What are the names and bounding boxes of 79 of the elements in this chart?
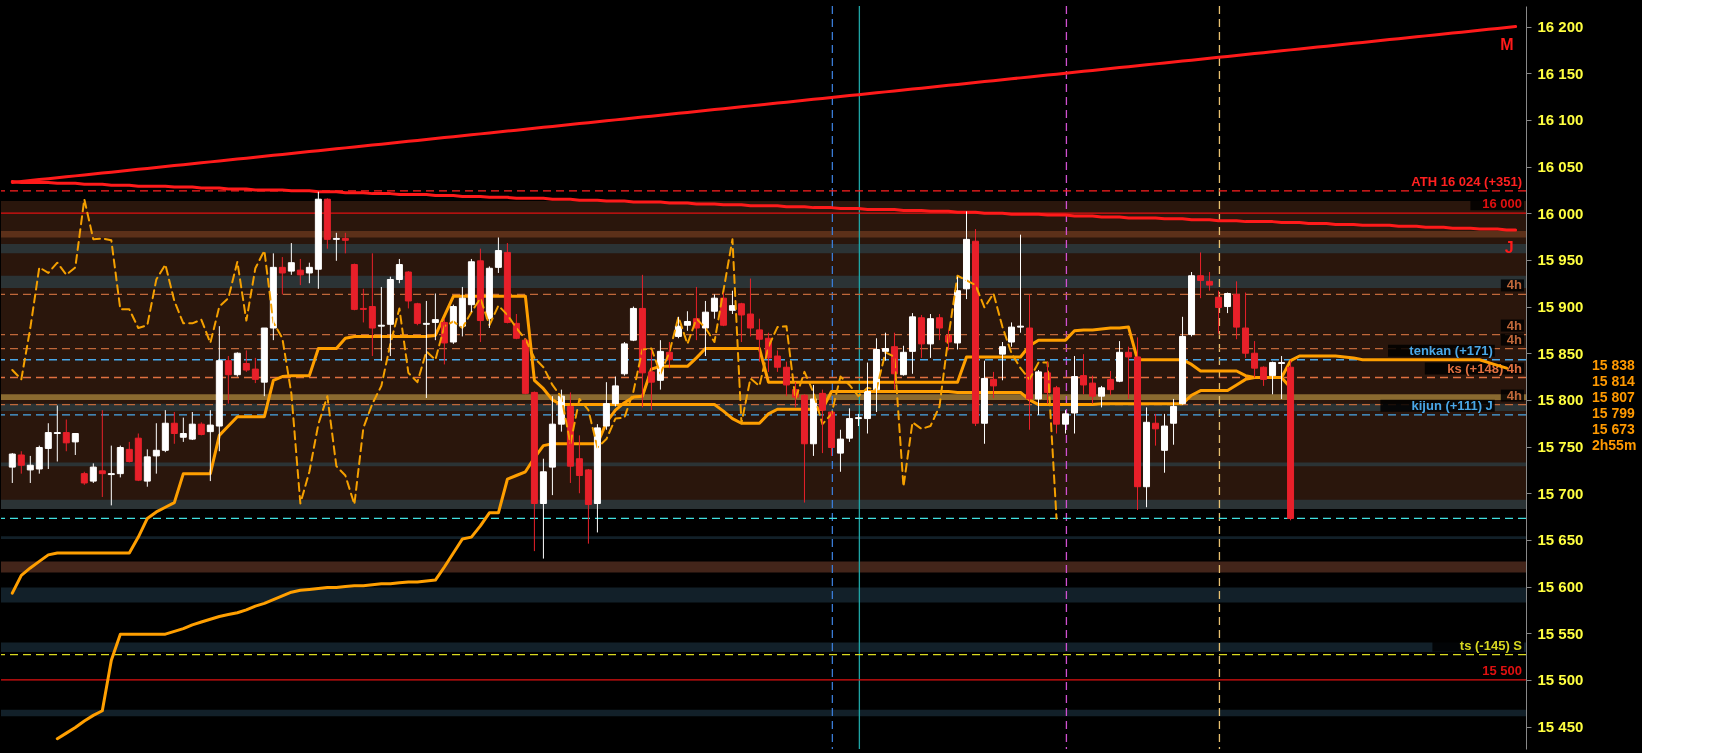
y-tick-label: 15 650	[1537, 531, 1584, 549]
candlestick	[152, 422, 160, 475]
candlestick	[71, 433, 79, 456]
candlestick	[377, 286, 385, 362]
candlestick	[1278, 355, 1286, 400]
ref-line-label: ts (-145) S	[1459, 637, 1523, 653]
candlestick	[431, 292, 439, 341]
candlestick	[1008, 321, 1015, 348]
candlestick	[251, 357, 259, 384]
text: 15 673	[1592, 421, 1636, 437]
candlestick	[1206, 271, 1214, 292]
candlestick	[881, 332, 889, 362]
candlestick	[1125, 346, 1133, 400]
candlestick	[836, 429, 844, 473]
candlestick	[26, 455, 34, 484]
candlestick	[89, 462, 97, 484]
candlestick	[305, 262, 313, 284]
y-tick-label: 15 950	[1537, 251, 1584, 269]
y-tick-label: 16 000	[1537, 204, 1584, 222]
ref-line-label: ATH 16 024 (+351)	[1411, 173, 1522, 189]
text: 15 814	[1592, 373, 1636, 389]
candlestick	[737, 302, 745, 343]
candlestick	[341, 232, 349, 254]
ref-line-label: 4h	[1506, 277, 1523, 293]
candlestick	[935, 313, 943, 341]
y-tick-label: 15 450	[1537, 718, 1584, 736]
candlestick	[8, 452, 16, 484]
ref-line-label: 4h	[1506, 331, 1523, 347]
ref-line-label: 16 000	[1482, 196, 1522, 212]
y-tick-label: 15 750	[1537, 438, 1584, 456]
candlestick	[773, 349, 781, 373]
candlestick	[1017, 234, 1024, 334]
series-label: J	[1504, 239, 1514, 257]
y-tick-label: 16 100	[1537, 111, 1584, 129]
candlestick	[647, 349, 655, 411]
candlestick	[206, 409, 214, 482]
y-tick-label: 15 700	[1537, 484, 1584, 502]
candlestick	[53, 405, 61, 463]
candlestick	[287, 242, 295, 276]
series-label: M	[1500, 35, 1514, 53]
candlestick	[179, 417, 187, 443]
candlestick	[990, 371, 997, 399]
ref-line-label: 15 500	[1482, 662, 1522, 678]
candlestick	[746, 278, 754, 337]
ref-line-label: kijun (+111) J	[1411, 397, 1493, 413]
candlestick	[107, 445, 115, 506]
y-tick-label: 16 200	[1537, 18, 1584, 36]
text: 15 807	[1592, 389, 1636, 405]
candlestick	[422, 300, 430, 399]
ref-line-label: 4h	[1506, 387, 1523, 403]
text: 2h55m	[1592, 437, 1637, 453]
y-tick-label: 15 900	[1537, 298, 1584, 316]
y-tick-label: 16 050	[1537, 158, 1584, 176]
text: 15 799	[1592, 405, 1636, 421]
candlestick	[854, 413, 862, 427]
candlestick	[98, 409, 106, 498]
ref-line-label: tenkan (+171)	[1409, 342, 1493, 358]
y-tick-label: 15 600	[1537, 578, 1584, 596]
candlestick	[359, 288, 367, 323]
candlestick	[332, 232, 340, 262]
y-tick-label: 16 150	[1537, 64, 1584, 82]
candlestick	[17, 450, 25, 475]
y-tick-label: 15 800	[1537, 391, 1584, 409]
candlestick	[755, 318, 763, 363]
candlestick	[242, 349, 250, 373]
y-tick-label: 15 550	[1537, 624, 1584, 642]
candlestick	[1062, 409, 1070, 435]
candlestick	[278, 256, 286, 295]
y-tick-label: 15 850	[1537, 344, 1584, 362]
text: 15 838	[1592, 357, 1636, 373]
candlestick	[683, 310, 691, 332]
candlestick	[80, 471, 88, 486]
candlestick	[1098, 385, 1106, 408]
candlestick	[1197, 251, 1205, 299]
candlestick	[1080, 353, 1088, 395]
candlestick	[1089, 375, 1097, 405]
ref-line-label: 4h	[1506, 317, 1523, 333]
candlestick	[999, 341, 1006, 381]
y-tick-label: 15 500	[1537, 671, 1584, 689]
